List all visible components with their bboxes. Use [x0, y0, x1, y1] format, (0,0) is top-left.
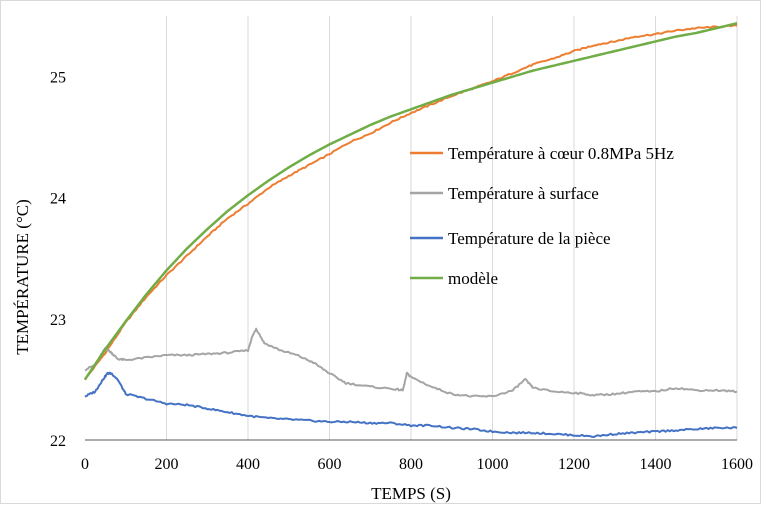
series-line — [84, 24, 738, 381]
x-tick-label: 1600 — [721, 456, 753, 473]
x-tick-label: 1400 — [640, 456, 672, 473]
y-tick-label: 25 — [50, 70, 66, 87]
x-tick-label: 1200 — [558, 456, 590, 473]
y-tick-label: 24 — [50, 191, 66, 208]
y-tick-label: 22 — [50, 433, 66, 450]
y-tick-labels: 22 23 24 25 — [50, 70, 66, 450]
x-axis-label: TEMPS (S) — [371, 484, 451, 503]
x-tick-label: 600 — [318, 456, 342, 473]
series-line — [84, 371, 738, 438]
legend-label: Température de la pièce — [448, 229, 611, 248]
x-tick-label: 1000 — [477, 456, 509, 473]
series-lines — [83, 22, 738, 438]
x-tick-labels: 0 200 400 600 800 1000 1200 1400 1600 — [81, 456, 753, 473]
x-tick-label: 200 — [155, 456, 179, 473]
grid-lines — [166, 16, 738, 440]
x-tick-label: 400 — [236, 456, 260, 473]
x-tick-label: 800 — [399, 456, 423, 473]
y-axis-label: TEMPÉRATURE (°C) — [13, 199, 32, 355]
legend-label: modèle — [448, 269, 498, 288]
legend: Température à cœur 0.8MPa 5Hz Température… — [410, 144, 674, 288]
series-line — [84, 327, 738, 398]
x-tick-label: 0 — [81, 456, 89, 473]
legend-label: Température à surface — [448, 184, 599, 203]
legend-label: Température à cœur 0.8MPa 5Hz — [448, 144, 674, 163]
y-tick-label: 23 — [50, 312, 66, 329]
series-line — [83, 22, 738, 381]
